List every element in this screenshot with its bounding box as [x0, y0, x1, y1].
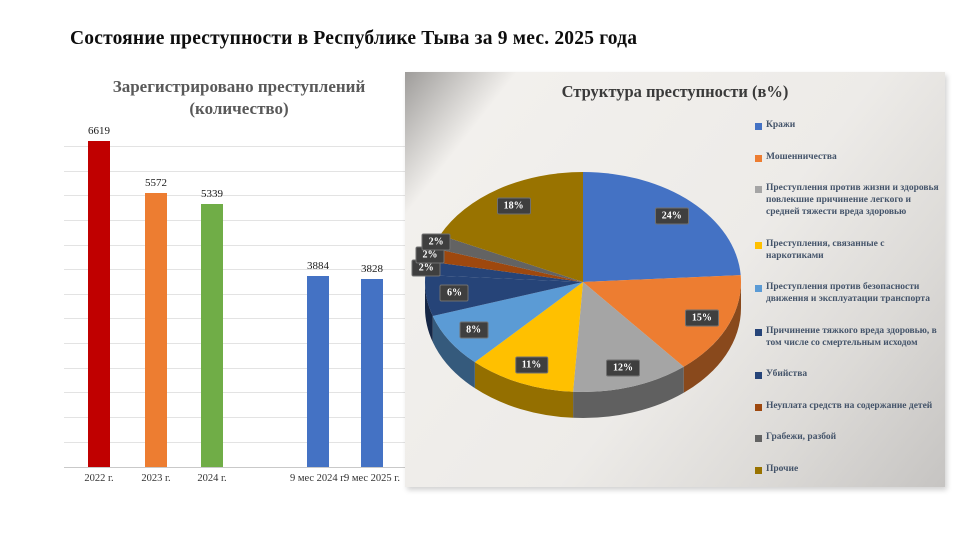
gridline: [64, 244, 414, 246]
legend-marker: [755, 123, 762, 130]
gridline: [64, 145, 414, 147]
pie-chart-panel: Структура преступности (в%) 24% 15% 12% 11%…: [405, 72, 945, 487]
gridline: [64, 195, 414, 197]
pie-chart-title: Структура преступности (в%): [561, 82, 789, 101]
legend-item: Причинение тяжкого вреда здоровью, в том…: [755, 326, 943, 350]
legend-marker: [755, 186, 762, 194]
pie-slice: [440, 172, 583, 282]
legend-item: Убийства: [755, 369, 943, 381]
pie-slice: [432, 235, 583, 282]
bar: [88, 141, 110, 468]
legend-marker: [755, 328, 762, 336]
pie-percent-label: 6%: [439, 284, 469, 302]
pie-slice: [583, 172, 741, 282]
gridline: [64, 441, 414, 443]
pie-3d-graphic: [425, 172, 741, 418]
pie-percent-label: 8%: [459, 321, 489, 339]
bar-chart-title-line2: (количество): [189, 99, 289, 119]
legend-label: Причинение тяжкого вреда здоровью, в том…: [766, 325, 937, 348]
pie-slice: [573, 282, 684, 392]
legend-item: Прочие: [755, 464, 943, 476]
gridline: [64, 392, 414, 394]
pie-slice: [427, 248, 583, 282]
bar-chart-title: Зарегистрировано преступлений (количеств…: [64, 76, 414, 120]
bar-category-label: 2023 г.: [141, 473, 171, 485]
bar-value-label: 6619: [88, 125, 110, 138]
bar-category-label: 9 мес 2024 г.: [289, 473, 347, 485]
pie-slice: [583, 275, 741, 367]
bar-x-axis-labels: 2022 г. 2023 г. 2024 г. 9 мес 2024 г. 9 мес …: [64, 473, 414, 493]
pie-percent-label: 12%: [606, 359, 641, 377]
legend-label: Кражи: [766, 120, 796, 130]
bar: [145, 192, 167, 468]
legend-label: Преступления, связанные с наркотиками: [766, 238, 885, 261]
pie-slice: [425, 261, 583, 282]
legend-marker: [755, 154, 762, 162]
bar-chart: Зарегистрировано преступлений (количеств…: [64, 76, 414, 493]
page-title: Состояние преступности в Республике Тыва…: [70, 28, 638, 49]
bar-plot-area: 6619 5572 5339 3884 3828: [64, 125, 414, 469]
gridline: [64, 219, 414, 221]
legend-marker: [755, 435, 762, 443]
legend-marker: [755, 372, 762, 380]
legend-label: Преступления против безопасности движени…: [766, 282, 930, 304]
bar-value-label: 5339: [201, 188, 223, 201]
gridline: [64, 343, 414, 345]
gridline: [64, 318, 414, 320]
pie-slice-side: [432, 315, 475, 389]
pie-percent-label: 15%: [684, 309, 719, 327]
bar: [201, 204, 223, 468]
pie-slice-side: [683, 282, 741, 393]
pie-percent-label: 2%: [421, 233, 451, 250]
gridline: [64, 416, 414, 418]
legend-item: Кражи: [755, 120, 943, 132]
legend-marker: [755, 403, 762, 411]
pie-slice: [432, 282, 583, 363]
pie-legend: Кражи Мошенничества Преступления против жи…: [755, 120, 943, 476]
legend-label: Прочие: [766, 464, 799, 474]
bar-value-label: 3828: [361, 262, 383, 275]
pie-slice-side: [573, 366, 684, 418]
bar: [307, 275, 329, 468]
pie-percent-label: 2%: [415, 246, 445, 264]
gridline: [64, 170, 414, 172]
legend-label: Грабежи, разбой: [766, 432, 837, 443]
legend-item: Мошенничества: [755, 152, 943, 164]
pie-percent-label: 11%: [514, 356, 549, 374]
bar-value-label: 3884: [307, 259, 329, 272]
pie-percent-label: 18%: [496, 197, 531, 215]
legend-item: Преступления против безопасности движени…: [755, 282, 943, 306]
bar-chart-title-line1: Зарегистрировано преступлений: [112, 77, 366, 96]
pie-slice-side: [474, 362, 574, 418]
gridline: [64, 293, 414, 295]
legend-label: Убийства: [766, 369, 808, 380]
bar-value-label: 5572: [145, 176, 167, 189]
pie-percent-label: 24%: [654, 207, 689, 225]
legend-marker: [755, 241, 762, 249]
pie-chart: 24% 15% 12% 11% 8% 6% 2% 2% 2% 18%: [411, 102, 775, 452]
legend-marker: [755, 285, 762, 293]
gridline: [64, 367, 414, 369]
legend-item: Преступления, связанные с наркотиками: [755, 239, 943, 263]
bar: [361, 278, 383, 468]
pie-slice: [474, 282, 583, 392]
bar-category-label: 9 мес 2025 г.: [343, 473, 401, 485]
legend-item: Преступления против жизни и здоровья пов…: [755, 183, 943, 219]
legend-label: Мошенничества: [766, 151, 837, 162]
bar-category-label: 2022 г.: [84, 473, 114, 485]
legend-label: Преступления против жизни и здоровья пов…: [766, 183, 939, 217]
legend-label: Неуплата средств на содержание детей: [766, 400, 933, 411]
legend-item: Неуплата средств на содержание детей: [755, 401, 943, 413]
legend-marker: [755, 467, 762, 474]
pie-slice-side: [425, 282, 433, 342]
legend-item: Грабежи, разбой: [755, 432, 943, 444]
gridline: [64, 269, 414, 271]
bar-category-label: 2024 г.: [197, 473, 227, 485]
